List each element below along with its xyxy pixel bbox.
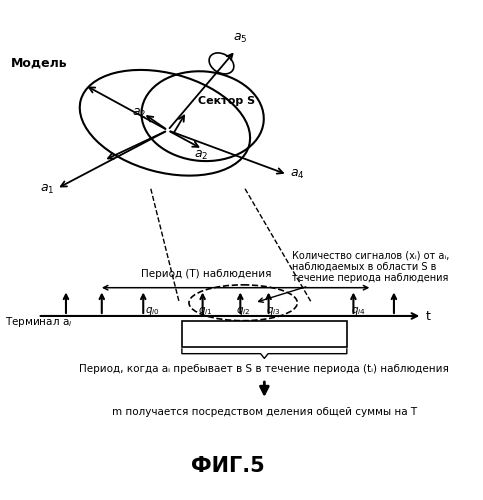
Text: Период (T) наблюдения: Период (T) наблюдения — [142, 270, 272, 280]
Text: $q_{i1}$: $q_{i1}$ — [198, 305, 213, 317]
Text: $q_{i3}$: $q_{i3}$ — [266, 305, 281, 317]
Text: $q_{i2}$: $q_{i2}$ — [236, 305, 250, 317]
Text: Период, когда aᵢ пребывает в S в течение периода (tᵢ) наблюдения: Период, когда aᵢ пребывает в S в течение… — [79, 364, 449, 374]
FancyBboxPatch shape — [182, 320, 347, 347]
Text: ФИГ.5: ФИГ.5 — [191, 456, 265, 476]
Text: $a_4$: $a_4$ — [290, 168, 305, 180]
Text: Сектор S: Сектор S — [198, 96, 255, 106]
Text: $a_2$: $a_2$ — [194, 148, 208, 162]
Text: $a_1$: $a_1$ — [40, 182, 54, 196]
Text: m получается посредством деления общей суммы на T: m получается посредством деления общей с… — [112, 408, 417, 418]
Text: $q_{i4}$: $q_{i4}$ — [351, 305, 365, 317]
Text: $a_2$: $a_2$ — [132, 107, 146, 120]
Text: Количество сигналов (xᵢ) от aᵢ,
наблюдаемых в области S в
течение периода наблюд: Количество сигналов (xᵢ) от aᵢ, наблюдае… — [258, 250, 450, 302]
Text: Период, когда aᵢ пребывает в S: Период, когда aᵢ пребывает в S — [183, 329, 346, 339]
Text: Терминал a$_i$: Терминал a$_i$ — [5, 316, 72, 330]
Text: t: t — [426, 310, 431, 322]
Text: $a_5$: $a_5$ — [233, 32, 247, 45]
Text: $q_{i0}$: $q_{i0}$ — [145, 305, 160, 317]
Text: Модель: Модель — [11, 56, 68, 69]
